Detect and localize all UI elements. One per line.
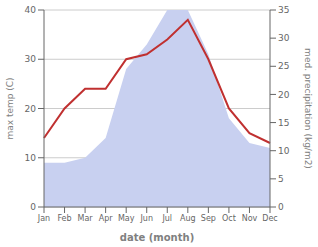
svg-text:20: 20: [278, 90, 290, 100]
svg-text:Apr: Apr: [99, 214, 114, 223]
svg-text:Aug: Aug: [180, 214, 196, 223]
svg-text:Dec: Dec: [262, 214, 277, 223]
svg-text:Oct: Oct: [222, 214, 236, 223]
svg-text:35: 35: [278, 5, 289, 15]
svg-text:40: 40: [25, 5, 37, 15]
svg-text:Jan: Jan: [37, 214, 50, 223]
svg-text:0: 0: [30, 202, 36, 212]
svg-text:0: 0: [278, 202, 284, 212]
svg-text:max temp (C): max temp (C): [5, 77, 15, 139]
svg-text:Feb: Feb: [57, 214, 71, 223]
svg-text:Jun: Jun: [139, 214, 153, 223]
svg-text:15: 15: [278, 118, 289, 128]
svg-text:Mar: Mar: [78, 214, 94, 223]
svg-text:10: 10: [278, 146, 290, 156]
svg-text:med. precipitation (kg/m2): med. precipitation (kg/m2): [303, 48, 313, 169]
svg-text:30: 30: [25, 54, 37, 64]
svg-text:20: 20: [25, 104, 37, 114]
svg-text:Sep: Sep: [201, 214, 216, 223]
svg-text:10: 10: [25, 153, 37, 163]
svg-text:May: May: [118, 214, 135, 223]
svg-text:25: 25: [278, 61, 289, 71]
svg-text:Jul: Jul: [161, 214, 172, 223]
svg-text:5: 5: [278, 174, 284, 184]
svg-text:date (month): date (month): [120, 232, 194, 243]
svg-text:30: 30: [278, 33, 290, 43]
svg-text:Nov: Nov: [242, 214, 258, 223]
